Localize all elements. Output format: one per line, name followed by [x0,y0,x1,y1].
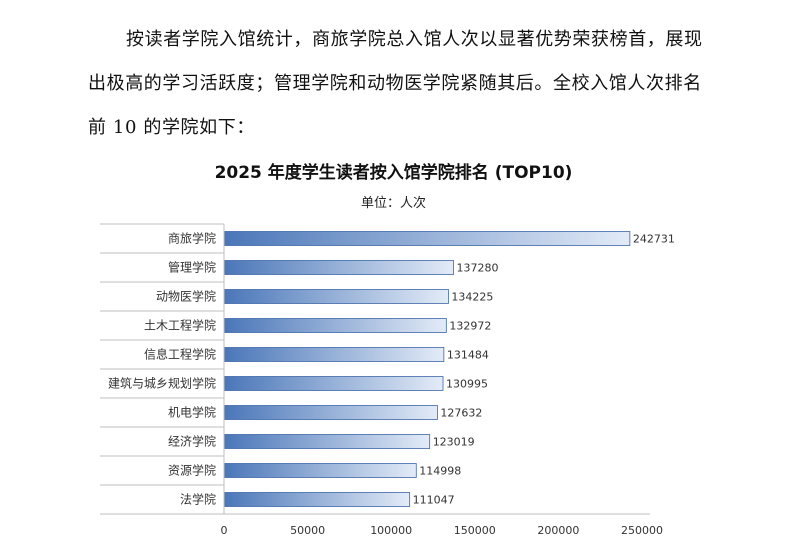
bar [223,260,454,275]
chart-subtitle: 单位：人次 [360,196,426,211]
x-tick-label: 150000 [454,524,496,537]
data-label: 134225 [451,291,493,304]
bar [223,289,449,304]
data-label: 114998 [419,465,461,478]
category-label: 建筑与城乡规划学院 [108,376,216,391]
x-tick-label: 200000 [537,524,579,537]
intro-paragraph: 按读者学院入馆统计，商旅学院总入馆人次以显著优势荣获榜首，展现出极高的学习活跃度… [88,18,708,150]
data-label: 111047 [413,494,455,507]
bar [223,405,438,420]
data-label: 130995 [446,378,488,391]
data-label: 131484 [447,349,489,362]
bar [223,492,411,507]
category-label: 经济学院 [168,434,216,449]
bar [223,318,447,333]
x-tick-label: 0 [221,524,228,537]
x-tick-label: 250000 [621,524,663,537]
data-label: 127632 [440,407,482,420]
category-label: 管理学院 [168,260,216,275]
bar [223,231,631,246]
bar [223,347,445,362]
x-tick-label: 100000 [370,524,412,537]
bar [223,376,444,391]
value-labels: 242731 137280 134225 132972 131484 130995 1276… [413,233,675,507]
bar-group [223,231,631,507]
data-label: 123019 [433,436,475,449]
intro-text: 按读者学院入馆统计，商旅学院总入馆人次以显著优势荣获榜首，展现出极高的学习活跃度… [88,29,703,138]
bar [223,434,431,449]
category-label: 动物医学院 [156,289,216,304]
category-label: 信息工程学院 [144,347,216,362]
category-label: 机电学院 [168,405,216,420]
x-tick-label: 50000 [290,524,325,537]
bar [223,463,417,478]
chart-title: 2025 年度学生读者按入馆学院排名 (TOP10) [214,163,573,183]
data-label: 242731 [633,233,675,246]
category-label: 商旅学院 [168,231,216,246]
data-label: 137280 [457,262,499,275]
category-label: 法学院 [180,492,216,507]
category-labels: 商旅学院管理学院动物医学院土木工程学院信息工程学院建筑与城乡规划学院机电学院经济… [108,231,216,507]
category-label: 土木工程学院 [144,318,216,333]
axis-group: 0 50000 100000 150000 200000 250000 [100,223,663,537]
data-label: 132972 [449,320,491,333]
category-label: 资源学院 [168,463,216,478]
